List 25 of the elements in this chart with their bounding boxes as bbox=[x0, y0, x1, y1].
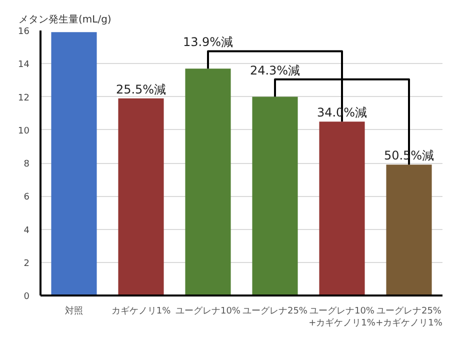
y-tick-label: 10 bbox=[18, 126, 30, 136]
bar bbox=[185, 68, 231, 296]
bar bbox=[51, 32, 97, 296]
annotation: 25.5%減 bbox=[116, 82, 166, 96]
y-tick-label: 8 bbox=[24, 160, 30, 170]
y-tick-label: 12 bbox=[18, 93, 30, 104]
y-tick-label: 0 bbox=[24, 292, 30, 302]
x-tick-label: 対照 bbox=[65, 306, 83, 316]
bar bbox=[252, 96, 298, 296]
x-tick-label: ユーグレナ10% bbox=[176, 306, 241, 316]
annotation: 24.3%減 bbox=[250, 63, 300, 78]
annotation: 13.9%減 bbox=[182, 35, 234, 50]
y-tick-label: 4 bbox=[24, 226, 30, 236]
x-tick-label: ユーグレナ25% +カギケノリ1% bbox=[376, 306, 443, 328]
x-tick-label: カギケノリ1% bbox=[111, 306, 172, 316]
x-tick-label: ユーグレナ25% bbox=[242, 306, 308, 316]
bar bbox=[386, 164, 432, 296]
bar bbox=[319, 122, 365, 296]
bar bbox=[118, 98, 164, 296]
x-tick-label: ユーグレナ10% +カギケノリ1% bbox=[308, 306, 376, 328]
y-tick-label: 2 bbox=[24, 258, 30, 269]
y-tick-label: 6 bbox=[24, 192, 30, 203]
y-axis-title: メタン発生量(mL/g) bbox=[18, 14, 112, 26]
y-tick-label: 16 bbox=[18, 27, 30, 37]
y-tick-label: 14 bbox=[18, 60, 30, 70]
